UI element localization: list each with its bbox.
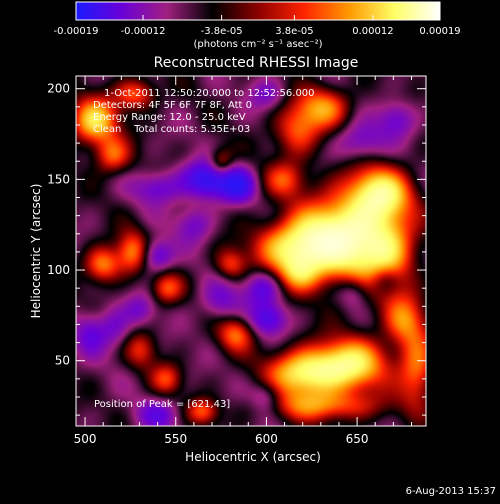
annotation-method-counts: Clean Total counts: 5.35E+03 — [93, 124, 250, 135]
annotation-energy-range: Energy Range: 12.0 - 25.0 keV — [93, 112, 246, 123]
colorbar-tick-label: -3.8e-05 — [201, 26, 243, 37]
y-tick-label: 50 — [55, 354, 70, 368]
colorbar-tick-label: 0.00019 — [419, 26, 460, 37]
colorbar-tick-label: 3.8e-05 — [275, 26, 313, 37]
annotation-time-range: 1-Oct-2011 12:50:20.000 to 12:52:56.000 — [104, 88, 315, 99]
x-tick-label: 650 — [346, 432, 369, 446]
heatmap-image — [76, 76, 426, 426]
colorbar-tick-label: 0.00012 — [352, 26, 393, 37]
plot-annotations: 1-Oct-2011 12:50:20.000 to 12:52:56.000 … — [93, 88, 315, 410]
y-tick-label: 200 — [47, 82, 70, 96]
colorbar-frame — [75, 1, 441, 21]
x-tick-label: 600 — [255, 432, 278, 446]
plot-area: 500 550 600 650 50 100 150 200 — [47, 75, 427, 446]
colorbar-tick-label: -0.00012 — [121, 26, 166, 37]
colorbar-gradient — [76, 2, 440, 20]
chart-title: Reconstructed RHESSI Image — [154, 55, 359, 71]
footer-date: 6-Aug-2013 15:37 — [406, 486, 496, 497]
annotation-detectors: Detectors: 4F 5F 6F 7F 8F, Att 0 — [93, 100, 252, 111]
axis-ticks: 500 550 600 650 50 100 150 200 — [47, 76, 426, 446]
annotation-peak-position: Position of Peak = [621,43] — [94, 399, 230, 410]
colorbar-tick-label: -0.00019 — [54, 26, 99, 37]
y-axis-label: Heliocentric Y (arcsec) — [29, 184, 43, 319]
colorbar-ticks: -0.00019 -0.00012 -3.8e-05 3.8e-05 0.00012 0.… — [54, 15, 461, 37]
colorbar-units-label: (photons cm⁻² s⁻¹ asec⁻²) — [193, 39, 322, 50]
colorbar: -0.00019 -0.00012 -3.8e-05 3.8e-05 0.00012 0.… — [54, 1, 461, 50]
x-axis-label: Heliocentric X (arcsec) — [185, 450, 321, 464]
x-tick-label: 500 — [74, 432, 97, 446]
y-tick-label: 100 — [47, 263, 70, 277]
y-tick-label: 150 — [47, 172, 70, 186]
plot-frame — [75, 75, 427, 427]
x-tick-label: 550 — [164, 432, 187, 446]
